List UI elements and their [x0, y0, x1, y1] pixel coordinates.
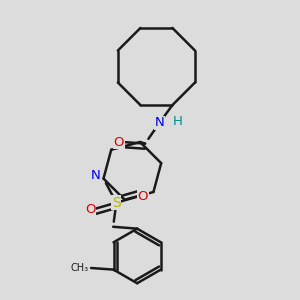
Text: O: O — [85, 202, 95, 216]
Text: O: O — [113, 136, 124, 148]
Text: S: S — [112, 196, 121, 210]
Text: N: N — [91, 169, 100, 182]
Text: N: N — [155, 116, 164, 129]
Text: H: H — [172, 115, 182, 128]
Text: CH₃: CH₃ — [70, 263, 88, 273]
Text: O: O — [137, 190, 148, 203]
